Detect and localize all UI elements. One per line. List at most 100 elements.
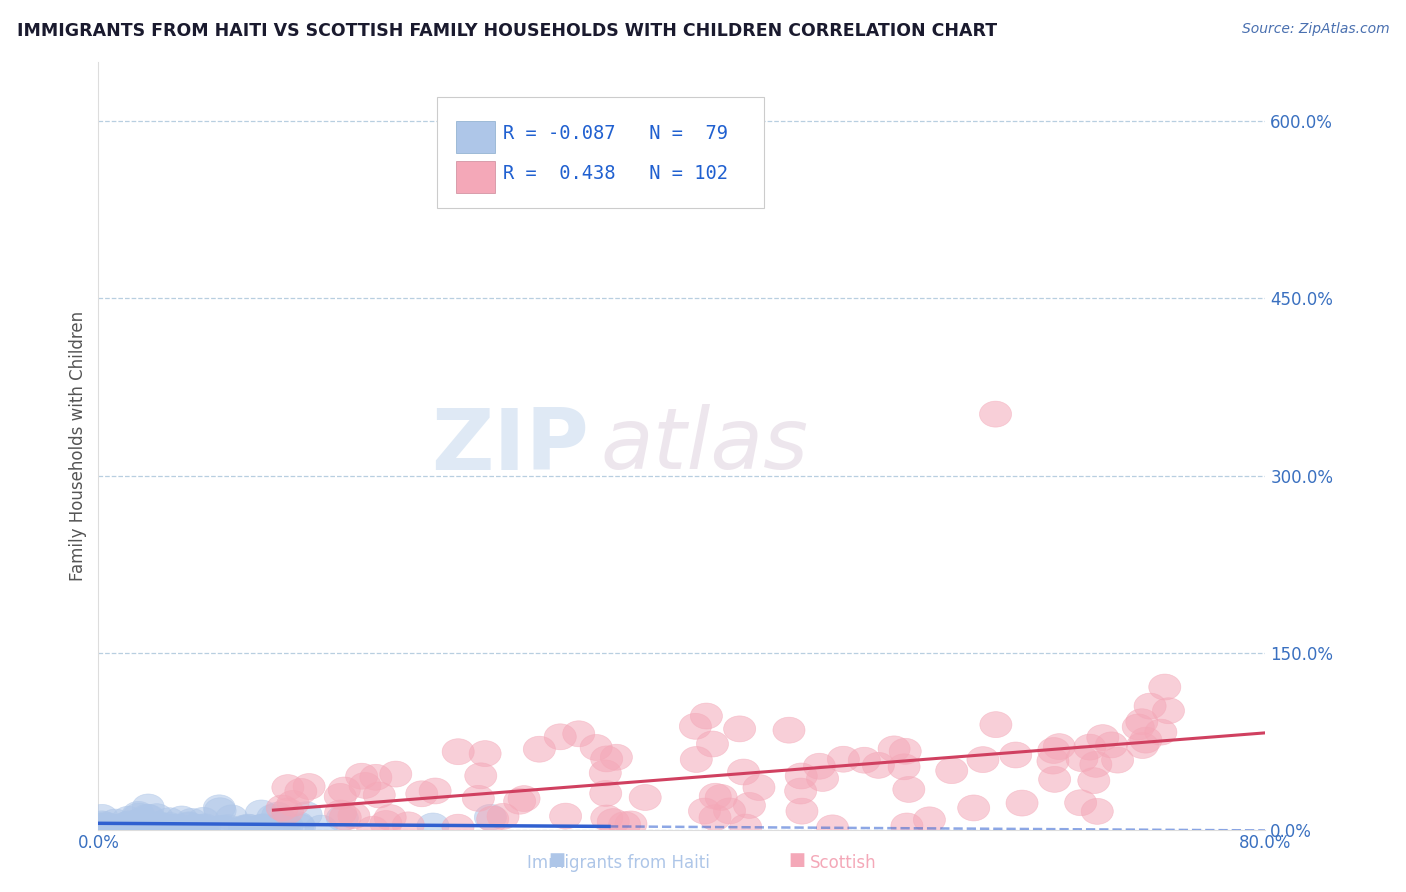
Ellipse shape	[734, 792, 765, 819]
Ellipse shape	[346, 764, 378, 789]
Ellipse shape	[325, 800, 357, 826]
Ellipse shape	[157, 814, 190, 840]
Ellipse shape	[689, 798, 720, 824]
Ellipse shape	[696, 731, 728, 757]
Ellipse shape	[86, 805, 118, 830]
Ellipse shape	[807, 765, 838, 791]
Ellipse shape	[465, 763, 496, 789]
Ellipse shape	[285, 779, 316, 805]
Ellipse shape	[957, 795, 990, 821]
Ellipse shape	[713, 798, 745, 824]
Ellipse shape	[370, 811, 402, 837]
Ellipse shape	[690, 703, 723, 729]
Ellipse shape	[360, 764, 392, 790]
Ellipse shape	[598, 808, 630, 835]
Ellipse shape	[100, 809, 131, 835]
Ellipse shape	[204, 797, 236, 823]
Ellipse shape	[600, 744, 633, 770]
Ellipse shape	[1078, 768, 1109, 794]
Ellipse shape	[187, 814, 218, 840]
Ellipse shape	[773, 717, 806, 743]
Ellipse shape	[163, 816, 195, 842]
Ellipse shape	[699, 805, 731, 830]
Ellipse shape	[284, 814, 315, 840]
Ellipse shape	[1038, 738, 1070, 764]
Ellipse shape	[1000, 742, 1032, 768]
Ellipse shape	[166, 806, 198, 832]
Ellipse shape	[262, 802, 294, 828]
Ellipse shape	[803, 753, 835, 780]
Ellipse shape	[166, 815, 198, 841]
Ellipse shape	[935, 757, 967, 784]
Ellipse shape	[325, 783, 356, 809]
Ellipse shape	[271, 774, 304, 800]
Ellipse shape	[589, 780, 621, 806]
Ellipse shape	[374, 805, 406, 830]
Ellipse shape	[730, 814, 762, 840]
Ellipse shape	[112, 806, 143, 832]
Ellipse shape	[266, 795, 298, 821]
Ellipse shape	[148, 814, 180, 839]
Ellipse shape	[176, 808, 208, 834]
Ellipse shape	[889, 754, 920, 780]
Ellipse shape	[135, 814, 167, 840]
Ellipse shape	[523, 736, 555, 762]
Ellipse shape	[122, 803, 155, 829]
Ellipse shape	[134, 805, 165, 830]
Ellipse shape	[326, 805, 359, 831]
Ellipse shape	[215, 805, 247, 830]
Ellipse shape	[848, 747, 880, 773]
Ellipse shape	[363, 782, 395, 808]
Ellipse shape	[503, 789, 536, 814]
Ellipse shape	[980, 401, 1011, 427]
Ellipse shape	[441, 739, 474, 764]
Ellipse shape	[786, 798, 818, 824]
Ellipse shape	[1074, 734, 1107, 760]
Ellipse shape	[86, 811, 118, 837]
Ellipse shape	[891, 813, 922, 839]
Ellipse shape	[125, 808, 157, 834]
Ellipse shape	[1153, 698, 1184, 723]
Ellipse shape	[183, 815, 215, 841]
Ellipse shape	[1080, 751, 1112, 777]
Ellipse shape	[132, 815, 165, 842]
Ellipse shape	[305, 815, 337, 841]
Ellipse shape	[392, 812, 425, 838]
Ellipse shape	[889, 739, 921, 764]
Ellipse shape	[980, 712, 1012, 738]
Ellipse shape	[817, 815, 849, 841]
Ellipse shape	[89, 814, 121, 839]
Ellipse shape	[246, 814, 278, 840]
Ellipse shape	[86, 815, 118, 842]
Text: IMMIGRANTS FROM HAITI VS SCOTTISH FAMILY HOUSEHOLDS WITH CHILDREN CORRELATION CH: IMMIGRANTS FROM HAITI VS SCOTTISH FAMILY…	[17, 22, 997, 40]
Ellipse shape	[263, 814, 295, 839]
Ellipse shape	[122, 815, 155, 841]
Ellipse shape	[785, 778, 817, 804]
Ellipse shape	[122, 809, 155, 835]
Ellipse shape	[229, 815, 260, 841]
Ellipse shape	[591, 746, 623, 772]
Ellipse shape	[628, 784, 661, 811]
Ellipse shape	[1135, 693, 1166, 719]
Ellipse shape	[188, 814, 221, 839]
Ellipse shape	[441, 814, 474, 840]
Ellipse shape	[589, 760, 621, 786]
Ellipse shape	[173, 812, 205, 838]
Ellipse shape	[177, 815, 209, 841]
Ellipse shape	[742, 774, 775, 800]
Ellipse shape	[247, 814, 280, 839]
Ellipse shape	[112, 811, 145, 837]
Ellipse shape	[1149, 674, 1181, 700]
Ellipse shape	[143, 812, 174, 838]
Ellipse shape	[115, 814, 148, 840]
Ellipse shape	[93, 814, 125, 839]
Ellipse shape	[724, 716, 755, 742]
Ellipse shape	[141, 804, 173, 830]
Ellipse shape	[155, 813, 186, 838]
Ellipse shape	[131, 805, 163, 830]
Ellipse shape	[204, 795, 235, 821]
Ellipse shape	[86, 814, 118, 839]
Ellipse shape	[550, 803, 582, 829]
Ellipse shape	[257, 805, 288, 830]
Ellipse shape	[132, 815, 165, 841]
